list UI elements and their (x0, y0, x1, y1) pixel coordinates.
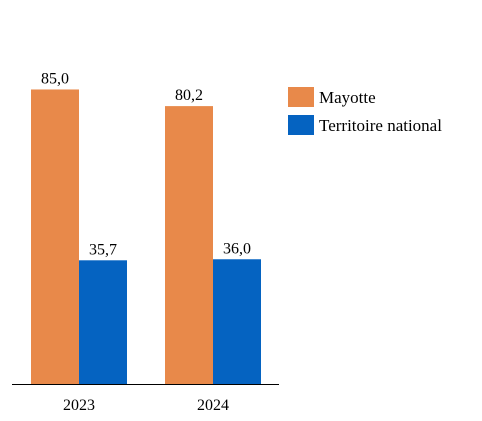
bar-mayotte-2024 (165, 106, 213, 385)
bar-territoire-national-2023 (79, 260, 127, 384)
value-label-mayotte-2023: 85,0 (41, 70, 69, 87)
legend-swatch-territoire-national (288, 115, 314, 135)
value-label-territoire-national-2024: 36,0 (223, 240, 251, 257)
legend: Mayotte Territoire national (288, 87, 442, 135)
x-tick-label-2024: 2024 (197, 397, 229, 414)
value-label-territoire-national-2023: 35,7 (89, 241, 117, 258)
value-labels-layer: 85,0 35,7 80,2 36,0 (41, 70, 251, 258)
legend-swatch-mayotte (288, 87, 314, 107)
x-tick-labels-layer: 2023 2024 (63, 397, 229, 414)
value-label-mayotte-2024: 80,2 (175, 87, 203, 104)
bar-mayotte-2023 (31, 89, 79, 384)
x-tick-label-2023: 2023 (63, 397, 95, 414)
legend-label-mayotte: Mayotte (319, 88, 376, 107)
bar-territoire-national-2024 (213, 259, 261, 384)
legend-label-territoire-national: Territoire national (319, 116, 442, 135)
bars-layer (31, 89, 261, 385)
